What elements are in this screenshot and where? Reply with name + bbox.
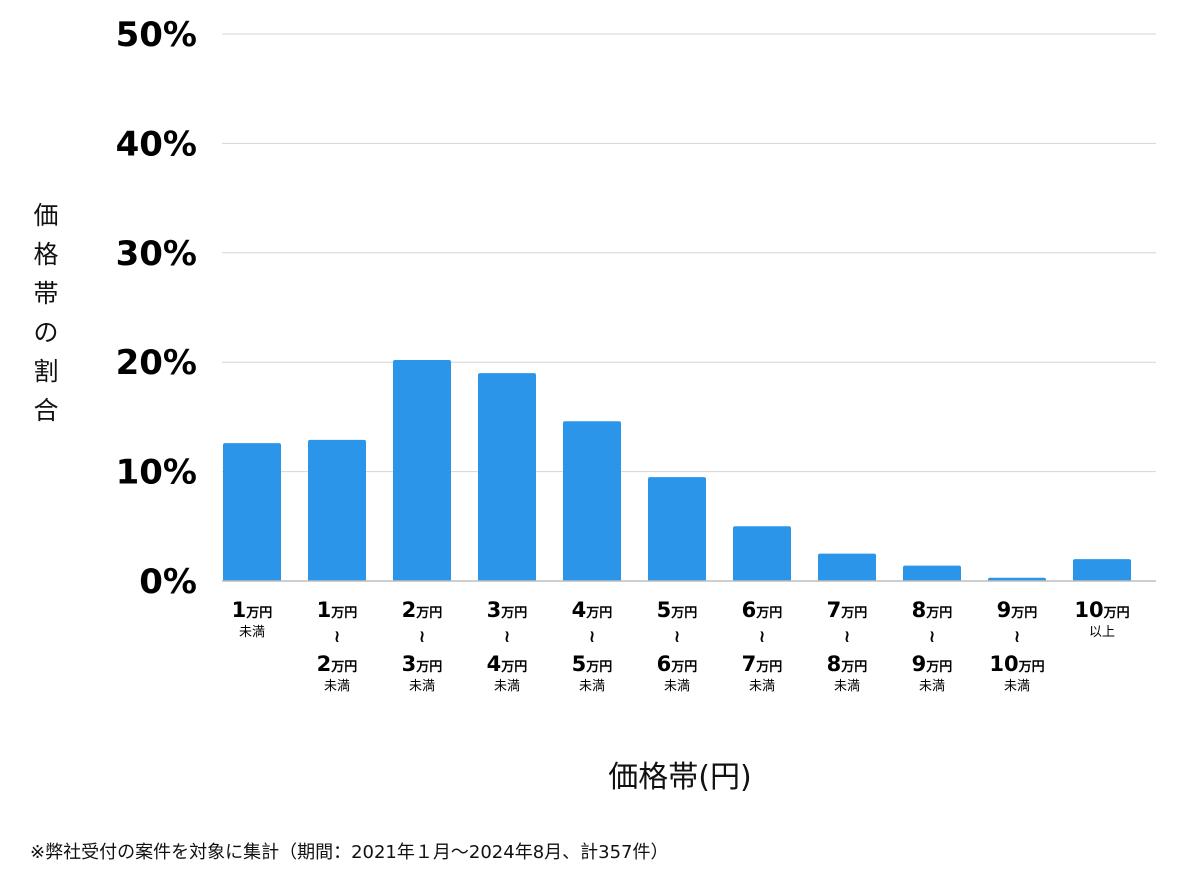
x-tick-value: 3万円	[402, 652, 443, 676]
x-tick-value: 2万円	[317, 652, 358, 676]
bar	[478, 373, 536, 581]
x-tick-value: 8万円	[827, 652, 868, 676]
y-tick-label: 10%	[116, 453, 197, 493]
y-axis-title: 価格帯の割合	[33, 201, 59, 425]
x-tick-value: 1万円	[317, 598, 358, 622]
x-tick-value: 9万円	[997, 598, 1038, 622]
x-tick-tilde: ≀	[419, 627, 425, 647]
x-axis-ticks: 1万円未満1万円≀2万円未満2万円≀3万円未満3万円≀4万円未満4万円≀5万円未…	[232, 598, 1130, 694]
bar	[308, 439, 366, 581]
x-tick-tilde: ≀	[674, 627, 680, 647]
x-tick-tilde: ≀	[759, 627, 765, 647]
x-tick-value: 3万円	[487, 598, 528, 622]
y-tick-label: 50%	[116, 15, 197, 55]
x-tick-suffix: 未満	[409, 679, 435, 694]
x-axis-title: 価格帯(円)	[608, 760, 752, 795]
x-tick-tilde: ≀	[589, 627, 595, 647]
x-tick-value: 1万円	[232, 598, 273, 622]
gridlines	[222, 33, 1156, 473]
x-tick-value: 4万円	[487, 652, 528, 676]
bar	[648, 477, 706, 581]
x-tick-value: 8万円	[912, 598, 953, 622]
x-tick-tilde: ≀	[334, 627, 340, 647]
bar	[563, 421, 621, 581]
x-tick-value: 7万円	[827, 598, 868, 622]
x-tick-suffix: 未満	[1004, 679, 1030, 694]
x-tick-suffix: 未満	[324, 679, 350, 694]
x-tick-value: 9万円	[912, 652, 953, 676]
bar	[223, 443, 281, 581]
bar	[733, 526, 791, 581]
x-tick-value: 10万円	[989, 652, 1044, 676]
x-tick-suffix: 未満	[494, 679, 520, 694]
footnote: ※弊社受付の案件を対象に集計（期間：2021年１月〜2024年8月、計357件）	[30, 842, 669, 863]
x-tick-tilde: ≀	[929, 627, 935, 647]
y-tick-label: 0%	[139, 562, 197, 602]
x-tick-tilde: ≀	[1014, 627, 1020, 647]
bar	[988, 577, 1046, 581]
x-tick-suffix: 未満	[834, 679, 860, 694]
y-tick-label: 30%	[116, 234, 197, 274]
bar	[903, 565, 961, 581]
x-tick-value: 4万円	[572, 598, 613, 622]
x-tick-tilde: ≀	[844, 627, 850, 647]
bar	[818, 553, 876, 581]
y-tick-label: 40%	[116, 124, 197, 164]
x-tick-value: 5万円	[657, 598, 698, 622]
bars	[223, 360, 1131, 581]
y-axis-ticks: 0% 10% 20% 30% 40% 50%	[116, 15, 197, 602]
x-tick-value: 5万円	[572, 652, 613, 676]
bar	[1073, 559, 1131, 581]
x-tick-suffix: 未満	[579, 679, 605, 694]
x-tick-value: 6万円	[657, 652, 698, 676]
x-tick-value: 6万円	[742, 598, 783, 622]
x-tick-value: 2万円	[402, 598, 443, 622]
x-tick-value: 10万円	[1074, 598, 1129, 622]
x-tick-value: 7万円	[742, 652, 783, 676]
x-tick-tilde: ≀	[504, 627, 510, 647]
x-tick-suffix: 以上	[1089, 625, 1115, 640]
bar	[393, 360, 451, 581]
x-tick-suffix: 未満	[239, 625, 265, 640]
x-tick-suffix: 未満	[749, 679, 775, 694]
x-tick-suffix: 未満	[919, 679, 945, 694]
x-tick-suffix: 未満	[664, 679, 690, 694]
y-tick-label: 20%	[116, 343, 197, 383]
